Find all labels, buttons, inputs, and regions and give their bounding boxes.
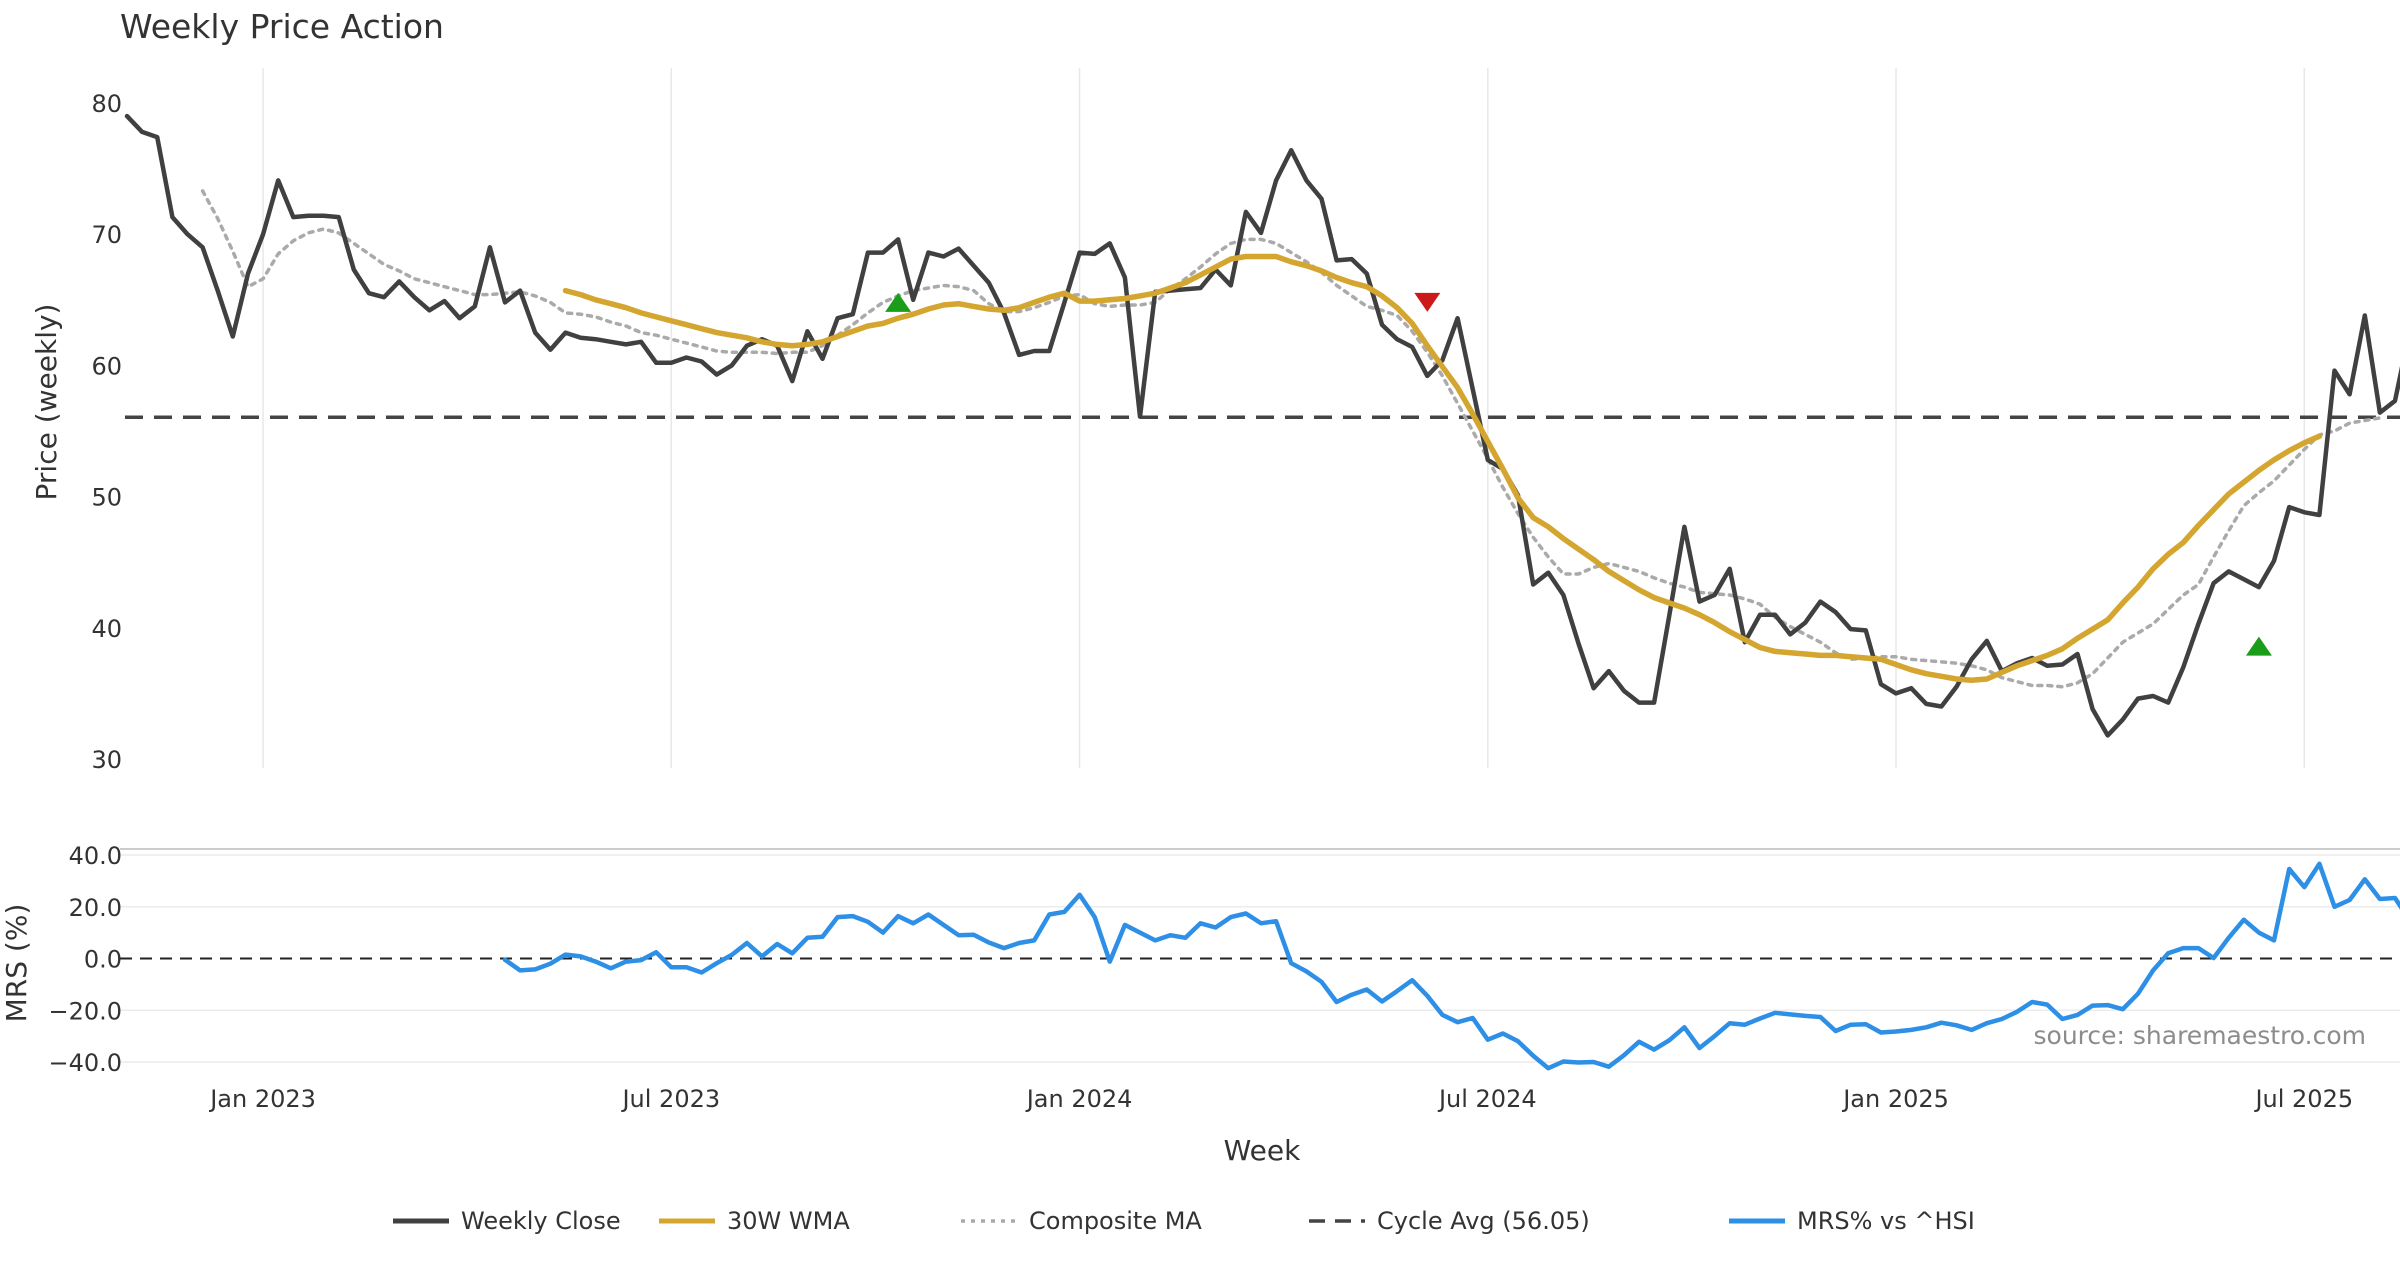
legend-entry-composite-ma: Composite MA — [961, 1207, 1202, 1235]
mrs-y-tick-3: 20.0 — [69, 894, 122, 922]
legend-label-mrs-vs-hsi: MRS% vs ^HSI — [1797, 1207, 1975, 1235]
x-tick-jul-2024: Jul 2024 — [1437, 1085, 1537, 1113]
legend-label-30w-wma: 30W WMA — [727, 1207, 850, 1235]
sell-signal-marker-1 — [1414, 292, 1441, 312]
legend-label-cycle-avg-56-05: Cycle Avg (56.05) — [1377, 1207, 1590, 1235]
price-y-tick-3: 60 — [91, 352, 122, 380]
source-annotation: source: sharemaestro.com — [2034, 1021, 2367, 1050]
x-tick-jan-2023: Jan 2023 — [208, 1085, 316, 1113]
legend: Weekly Close 30W WMA Composite MA Cycle Avg… — [393, 1207, 1975, 1235]
series-weekly-close — [124, 113, 2400, 738]
mrs-panel: −40.0 −20.0 0.0 20.0 40.0 Jan 2023 Jul 2023 Jan… — [48, 842, 2400, 1113]
mrs-y-tick-0: −40.0 — [48, 1049, 122, 1077]
series-mrs-vs-hsi — [502, 861, 2400, 1071]
series-composite-ma — [200, 189, 2382, 689]
price-y-tick-4: 70 — [91, 221, 122, 249]
price-y-tick-1: 40 — [91, 615, 122, 643]
legend-label-weekly-close: Weekly Close — [461, 1207, 621, 1235]
mrs-y-axis-label: MRS (%) — [0, 904, 33, 1023]
price-y-tick-2: 50 — [91, 484, 122, 512]
mrs-y-tick-2: 0.0 — [84, 946, 122, 974]
price-y-axis-label: Price (weekly) — [30, 304, 63, 501]
legend-entry-mrs-vs-hsi: MRS% vs ^HSI — [1729, 1207, 1975, 1235]
x-tick-jan-2025: Jan 2025 — [1841, 1085, 1949, 1113]
price-panel: 30 40 50 60 70 80 — [91, 68, 2400, 774]
legend-entry-cycle-avg-56-05: Cycle Avg (56.05) — [1309, 1207, 1590, 1235]
x-tick-jul-2023: Jul 2023 — [620, 1085, 720, 1113]
x-tick-jul-2025: Jul 2025 — [2253, 1085, 2353, 1113]
mrs-y-tick-1: −20.0 — [48, 997, 122, 1025]
price-y-tick-0: 30 — [91, 746, 122, 774]
chart-title: Weekly Price Action — [120, 7, 444, 46]
x-axis-label: Week — [1224, 1134, 1301, 1167]
mrs-y-tick-4: 40.0 — [69, 842, 122, 870]
legend-label-composite-ma: Composite MA — [1029, 1207, 1202, 1235]
series-30w-wma — [562, 253, 2323, 684]
price-y-tick-5: 80 — [91, 90, 122, 118]
legend-entry-30w-wma: 30W WMA — [659, 1207, 850, 1235]
x-tick-jan-2024: Jan 2024 — [1025, 1085, 1133, 1113]
legend-entry-weekly-close: Weekly Close — [393, 1207, 621, 1235]
buy-signal-marker-0 — [885, 292, 912, 312]
buy-signal-marker-2 — [2245, 636, 2272, 656]
